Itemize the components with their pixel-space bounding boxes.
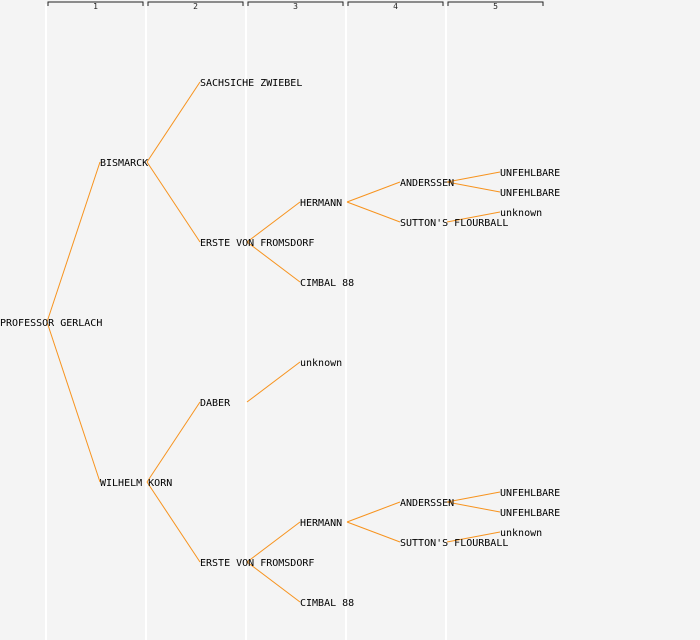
- generation-bracket-3: [247, 1, 344, 6]
- pedigree-node-9: unknown: [500, 208, 542, 219]
- pedigree-edge-19-0: [446, 531, 501, 543]
- pedigree-edge-16-1: [446, 501, 501, 513]
- pedigree-edge-4-0: [346, 181, 401, 203]
- pedigree-node-11: WILHELM KORN: [100, 478, 172, 489]
- pedigree-edge-8-0: [446, 211, 501, 223]
- pedigree-edge-12-0: [246, 361, 301, 403]
- pedigree-edge-11-0: [146, 401, 201, 483]
- pedigree-node-20: unknown: [500, 528, 542, 539]
- pedigree-edges: [46, 81, 501, 603]
- pedigree-node-6: UNFEHLBARE: [500, 168, 560, 179]
- pedigree-edge-0-0: [46, 161, 101, 323]
- generation-bracket-4: [347, 1, 444, 6]
- pedigree-node-3: ERSTE VON FROMSDORF: [200, 238, 314, 249]
- pedigree-edge-16-0: [446, 491, 501, 503]
- pedigree-node-21: CIMBAL 88: [300, 598, 354, 609]
- pedigree-edge-5-0: [446, 171, 501, 183]
- pedigree-node-16: ANDERSSEN: [400, 498, 454, 509]
- pedigree-node-1: BISMARCK: [100, 158, 148, 169]
- pedigree-node-13: unknown: [300, 358, 342, 369]
- pedigree-edge-3-1: [246, 241, 301, 283]
- pedigree-node-5: ANDERSSEN: [400, 178, 454, 189]
- pedigree-edge-4-1: [346, 201, 401, 223]
- pedigree-nodes: PROFESSOR GERLACH BISMARCK SACHSICHE ZWIEB…: [0, 78, 560, 609]
- generation-columns: 1 2 3 4 5: [45, 1, 544, 640]
- pedigree-edge-15-0: [346, 501, 401, 523]
- pedigree-edge-11-1: [146, 481, 201, 563]
- pedigree-edge-1-1: [146, 161, 201, 243]
- pedigree-node-17: UNFEHLBARE: [500, 488, 560, 499]
- pedigree-node-0: PROFESSOR GERLACH: [0, 318, 102, 329]
- pedigree-edge-1-0: [146, 81, 201, 163]
- pedigree-edge-0-1: [46, 321, 101, 483]
- pedigree-node-10: CIMBAL 88: [300, 278, 354, 289]
- generation-bracket-2: [147, 1, 244, 6]
- pedigree-node-8: SUTTON'S FLOURBALL: [400, 218, 508, 229]
- pedigree-node-4: HERMANN: [300, 198, 342, 209]
- generation-bracket-5: [447, 1, 544, 6]
- pedigree-node-7: UNFEHLBARE: [500, 188, 560, 199]
- pedigree-node-14: ERSTE VON FROMSDORF: [200, 558, 314, 569]
- pedigree-edge-3-0: [246, 201, 301, 243]
- pedigree-edge-14-0: [246, 521, 301, 563]
- pedigree-edge-15-1: [346, 521, 401, 543]
- generation-number-5: 5: [493, 2, 498, 11]
- generation-number-4: 4: [393, 2, 398, 11]
- pedigree-edge-14-1: [246, 561, 301, 603]
- pedigree-node-12: DABER: [200, 398, 231, 409]
- pedigree-node-18: UNFEHLBARE: [500, 508, 560, 519]
- generation-bracket-1: [47, 1, 144, 6]
- generation-number-2: 2: [193, 2, 198, 11]
- generation-number-1: 1: [93, 2, 98, 11]
- pedigree-node-19: SUTTON'S FLOURBALL: [400, 538, 508, 549]
- pedigree-node-2: SACHSICHE ZWIEBEL: [200, 78, 302, 89]
- pedigree-edge-5-1: [446, 181, 501, 193]
- generation-number-3: 3: [293, 2, 298, 11]
- pedigree-node-15: HERMANN: [300, 518, 342, 529]
